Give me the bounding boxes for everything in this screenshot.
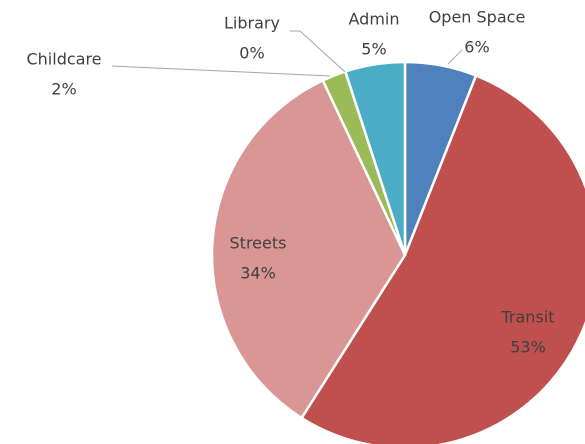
leader-line	[290, 30, 346, 73]
slice-label: Admin	[349, 10, 400, 29]
pie-slice	[210, 79, 407, 420]
slice-label: Childcare	[26, 50, 101, 69]
slice-label: Transit	[501, 308, 555, 327]
slice-value-label: 6%	[464, 38, 489, 57]
leader-line	[111, 65, 331, 77]
labels: Open Space 6% Transit 53% Streets 34% Childcar…	[26, 8, 554, 357]
slices	[210, 60, 585, 444]
slice-label: Streets	[230, 234, 287, 253]
slice-value-label: 0%	[239, 44, 264, 63]
slice-value-label: 2%	[51, 80, 76, 99]
leader-line	[447, 49, 463, 65]
slice-value-label: 5%	[361, 40, 386, 59]
slice-label: Library	[224, 14, 280, 33]
slice-value-label: 53%	[510, 338, 546, 357]
pie-slice	[344, 60, 407, 257]
slice-label: Open Space	[429, 8, 526, 27]
slice-value-label: 34%	[240, 264, 276, 283]
pie-slice	[300, 74, 585, 444]
